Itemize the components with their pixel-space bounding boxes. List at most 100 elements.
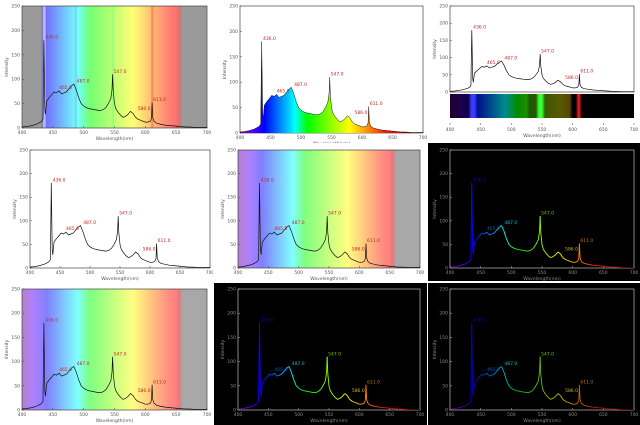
x-tick-label: 700 bbox=[630, 412, 639, 418]
peak-label: 465.0 bbox=[274, 226, 287, 232]
peak-label: 436.0 bbox=[473, 25, 486, 31]
spectrum-line-segment bbox=[506, 238, 510, 245]
spectrum-line-segment bbox=[281, 370, 285, 375]
y-tick-label: 250 bbox=[19, 148, 28, 154]
spectrum-line-segment bbox=[474, 379, 478, 384]
spectrum-line-segment bbox=[501, 225, 505, 232]
x-tick-label: 450 bbox=[266, 135, 275, 141]
x-tick-label: 550 bbox=[538, 127, 547, 133]
spectrum-line-segment bbox=[454, 407, 460, 409]
spectrum-line-segment bbox=[367, 402, 371, 406]
spectrum-chart-5: 0 50 100 150 200 250 400 450 500 550 600 650 700 Wave… bbox=[214, 143, 427, 281]
y-tick-label: 100 bbox=[11, 359, 20, 365]
x-tick-label: 600 bbox=[355, 270, 364, 276]
peak-label: 487.0 bbox=[504, 220, 517, 226]
spectrum-line-segment bbox=[537, 372, 540, 382]
x-axis-label: Wavelength(nm) bbox=[523, 133, 561, 139]
y-tick-label: 50 bbox=[230, 242, 236, 248]
spectrum-line-segment bbox=[300, 389, 304, 392]
x-tick-label: 600 bbox=[146, 270, 155, 276]
x-tick-label: 700 bbox=[630, 127, 639, 133]
y-tick-label: 0 bbox=[445, 408, 448, 414]
axes-frame bbox=[449, 149, 635, 269]
spectrum-line-segment bbox=[328, 385, 331, 391]
y-tick-label: 200 bbox=[227, 171, 236, 177]
peak-label: 465.0 bbox=[487, 226, 500, 232]
spectrum-chart-4: 0 50 100 150 200 250 400 450 500 550 600 650 700 Wave… bbox=[0, 143, 213, 281]
spectrum-line-segment bbox=[578, 384, 581, 400]
spectrum-line-segment bbox=[506, 379, 510, 386]
x-tick-label: 500 bbox=[79, 412, 88, 418]
spectrum-line-segment bbox=[545, 394, 549, 398]
spectrum-line-segment bbox=[295, 385, 299, 389]
chart-svg: 0 50 100 150 200 250 400 450 500 550 600 650 700 Wave… bbox=[432, 4, 639, 140]
spectrum-line-segment bbox=[570, 402, 573, 405]
spectrum-line-segment bbox=[540, 373, 543, 386]
peak-label: 611.0 bbox=[367, 238, 380, 244]
spectrum-chart-2: 0 50 100 150 200 250 400 450 500 550 600 650 700 Wave… bbox=[214, 0, 427, 143]
x-tick-label: 650 bbox=[176, 270, 185, 276]
y-tick-label: 250 bbox=[439, 148, 448, 154]
y-tick-label: 0 bbox=[17, 126, 20, 132]
spectrum-line-segment bbox=[580, 402, 584, 406]
y-tick-label: 50 bbox=[232, 105, 238, 111]
x-tick-label: 400 bbox=[234, 270, 243, 276]
spectrum-line-segment bbox=[476, 376, 480, 381]
spectrum-line-segment bbox=[361, 402, 365, 405]
spectrum-line-segment bbox=[468, 402, 470, 405]
x-tick-label: 600 bbox=[141, 130, 150, 136]
chart-svg: 0 50 100 150 200 250 400 450 500 550 600 650 700 Wave… bbox=[432, 287, 639, 425]
spectrum-line-segment bbox=[242, 407, 248, 409]
x-tick-label: 450 bbox=[476, 270, 485, 276]
spectrum-line-segment bbox=[320, 385, 324, 390]
x-axis-label: Wavelength(nm) bbox=[310, 418, 348, 424]
spectrum-background bbox=[238, 150, 420, 268]
peak-label: 586.0 bbox=[354, 110, 367, 116]
peak-label: 611.0 bbox=[153, 97, 166, 103]
spectrum-line-segment bbox=[530, 389, 534, 392]
spectrum-line-segment bbox=[472, 241, 475, 255]
spectrum-line-segment bbox=[552, 396, 556, 399]
x-tick-label: 650 bbox=[172, 412, 181, 418]
peak-label: 487.0 bbox=[77, 79, 90, 85]
peak-label: 611.0 bbox=[580, 69, 593, 75]
spectrum-line-segment bbox=[508, 244, 512, 248]
y-tick-label: 150 bbox=[19, 195, 28, 201]
peak-label: 436.0 bbox=[473, 178, 486, 184]
y-axis-label: Intensity bbox=[432, 199, 438, 219]
peak-label: 487.0 bbox=[83, 220, 96, 226]
chart-svg: 0 50 100 150 200 250 400 450 500 550 600 650 700 Wave… bbox=[4, 287, 211, 425]
spectrum-line-segment bbox=[508, 385, 512, 389]
y-tick-label: 200 bbox=[11, 28, 20, 34]
spectrum-line-segment bbox=[503, 231, 507, 239]
spectrum-line-segment bbox=[354, 401, 358, 404]
spectrum-line-segment bbox=[579, 399, 582, 404]
spectrum-line-segment bbox=[560, 253, 564, 258]
x-tick-label: 700 bbox=[419, 135, 427, 141]
x-tick-label: 400 bbox=[446, 127, 455, 133]
spectrum-line-segment bbox=[533, 244, 537, 249]
x-tick-label: 700 bbox=[203, 130, 212, 136]
x-tick-label: 450 bbox=[264, 270, 273, 276]
y-tick-label: 50 bbox=[442, 72, 448, 78]
spectrum-line-segment bbox=[481, 232, 485, 235]
spectrum-line-segment bbox=[298, 387, 302, 391]
spectrum-line bbox=[29, 182, 210, 268]
peak-label: 586.0 bbox=[565, 388, 578, 394]
spectrum-line-segment bbox=[535, 380, 539, 387]
x-axis-label: Wavelength(nm) bbox=[523, 276, 561, 281]
y-axis-label: Intensity bbox=[432, 39, 438, 59]
y-tick-label: 200 bbox=[439, 171, 448, 177]
x-axis-label: Wavelength(nm) bbox=[101, 276, 139, 281]
y-axis-label: Intensity bbox=[4, 57, 10, 77]
spectrum-line-segment bbox=[481, 373, 485, 376]
spectrum-line-segment bbox=[337, 397, 341, 400]
x-tick-label: 450 bbox=[49, 412, 58, 418]
spectrum-line-segment bbox=[567, 401, 571, 404]
peak-label: 465.0 bbox=[274, 367, 287, 373]
spectrum-line-segment bbox=[547, 397, 551, 400]
y-tick-label: 100 bbox=[19, 218, 28, 224]
spectrum-line-segment bbox=[479, 232, 483, 237]
x-tick-label: 400 bbox=[18, 130, 27, 136]
y-tick-label: 150 bbox=[439, 38, 448, 44]
